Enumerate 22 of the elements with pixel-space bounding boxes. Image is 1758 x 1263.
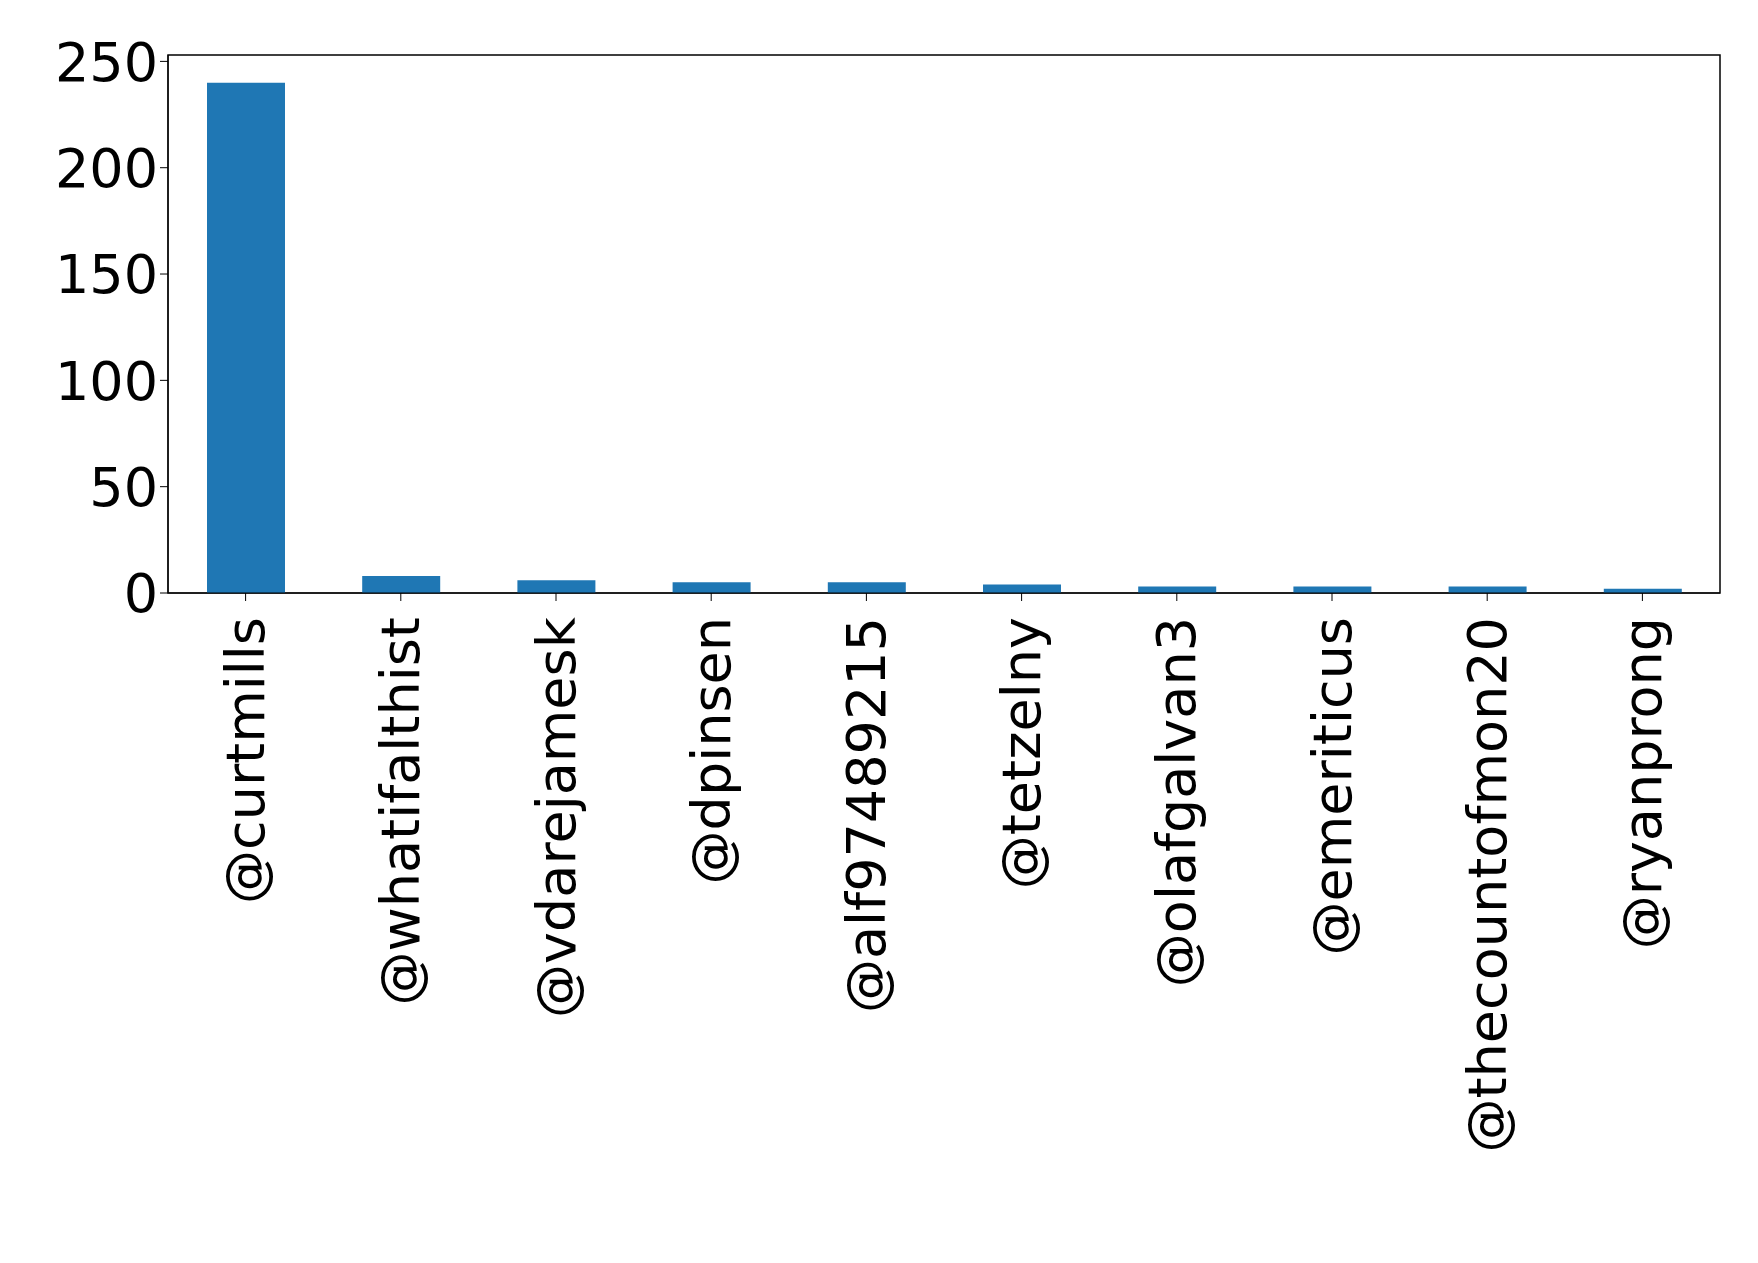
- y-tick-label: 150: [54, 243, 158, 307]
- y-tick-label: 0: [123, 562, 158, 626]
- y-tick-label: 100: [54, 349, 158, 413]
- x-tick-label: @olafgalvan3: [1145, 617, 1209, 988]
- bar: [517, 580, 596, 593]
- x-tick-label: @whatifalthist: [369, 617, 433, 1006]
- bar: [672, 582, 751, 593]
- x-tick-label: @emeriticus: [1300, 617, 1364, 956]
- x-tick-label: @thecountofmon20: [1455, 617, 1519, 1153]
- x-tick-label: @ryanprong: [1610, 617, 1674, 950]
- bar: [362, 575, 441, 593]
- x-tick-label: @tetzelny: [990, 617, 1054, 890]
- y-tick-label: 50: [89, 455, 158, 519]
- y-tick-label: 250: [54, 30, 158, 94]
- bar: [983, 584, 1061, 593]
- bar: [207, 82, 285, 593]
- x-tick-label: @dpinsen: [679, 617, 743, 885]
- x-tick-label: @alf97489215: [834, 617, 898, 1013]
- x-tick-label: @vdarejamesk: [524, 616, 588, 1018]
- bar: [827, 582, 906, 593]
- x-tick-label: @curtmills: [214, 617, 278, 905]
- y-tick-label: 200: [54, 136, 158, 200]
